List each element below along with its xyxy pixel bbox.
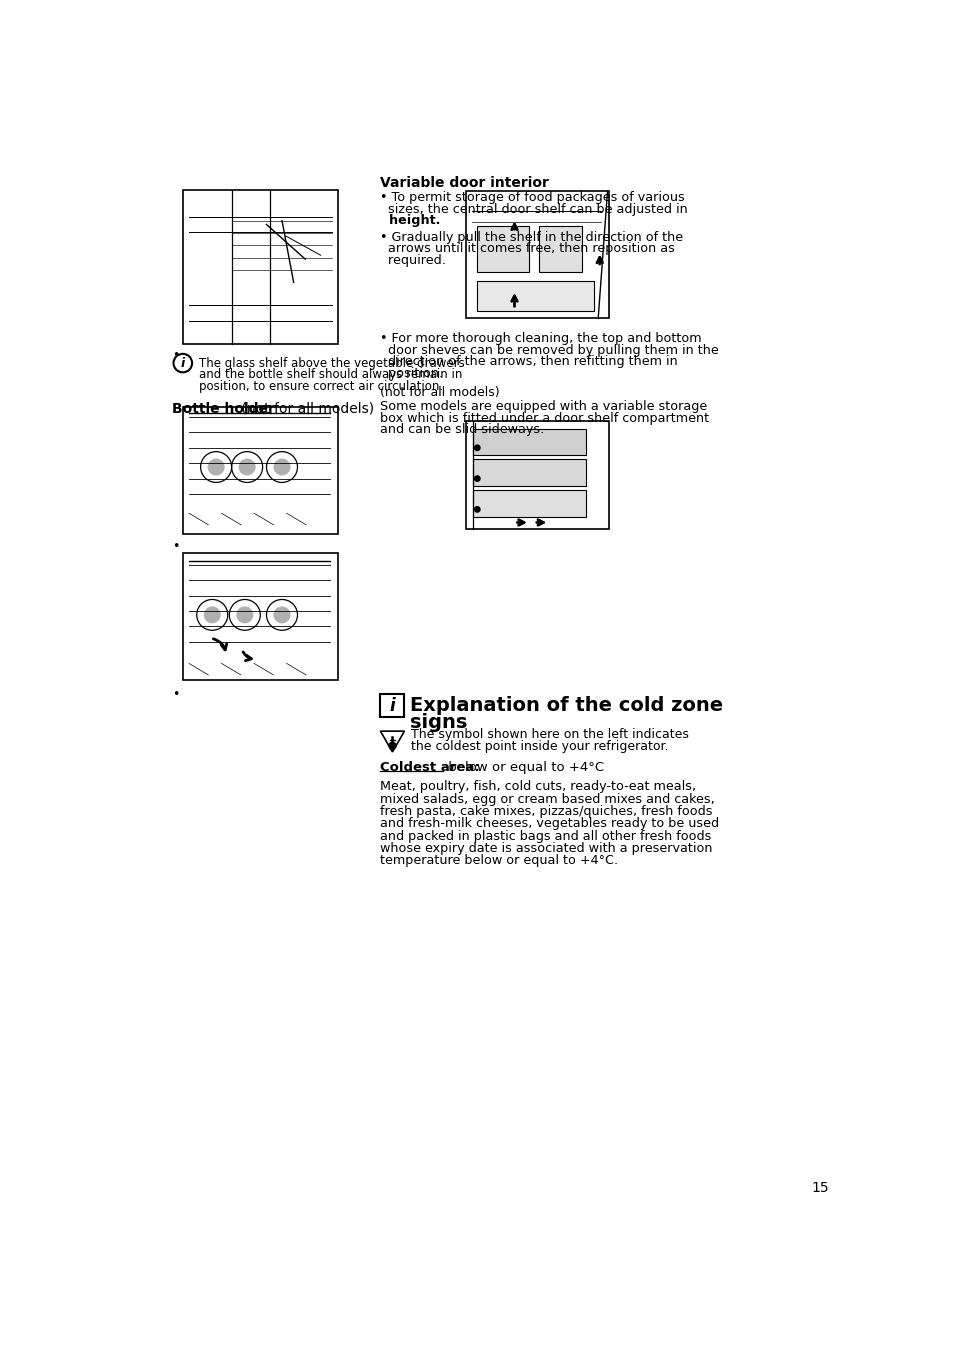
Bar [473, 428, 585, 455]
Text: the coldest point inside your refrigerator.: the coldest point inside your refrigerat… [410, 739, 667, 753]
Text: (not for all models): (not for all models) [380, 386, 499, 399]
Text: mixed salads, egg or cream based mixes and cakes,: mixed salads, egg or cream based mixes a… [380, 793, 715, 805]
Text: • For more thorough cleaning, the top and bottom: • For more thorough cleaning, the top an… [380, 332, 701, 346]
Text: Meat, poultry, fish, cold cuts, ready-to-eat meals,: Meat, poultry, fish, cold cuts, ready-to… [380, 781, 696, 793]
Text: fresh pasta, cake mixes, pizzas/quiches, fresh foods: fresh pasta, cake mixes, pizzas/quiches,… [380, 805, 712, 819]
Text: and packed in plastic bags and all other fresh foods: and packed in plastic bags and all other… [380, 830, 711, 843]
Circle shape [208, 458, 224, 476]
Text: The glass shelf above the vegetable drawers: The glass shelf above the vegetable draw… [199, 357, 464, 370]
Text: Explanation of the cold zone: Explanation of the cold zone [410, 696, 722, 715]
Circle shape [274, 607, 291, 623]
Text: •: • [172, 540, 179, 553]
Text: The symbol shown here on the left indicates: The symbol shown here on the left indica… [410, 728, 688, 742]
Text: i: i [180, 357, 185, 370]
Text: and can be slid sideways.: and can be slid sideways. [380, 423, 544, 436]
Text: and the bottle shelf should always remain in: and the bottle shelf should always remai… [199, 369, 462, 381]
Text: box which is fitted under a door shelf compartment: box which is fitted under a door shelf c… [380, 412, 709, 424]
Bar [538, 226, 581, 273]
Text: • To permit storage of food packages of various: • To permit storage of food packages of … [380, 192, 684, 204]
Bar [476, 226, 529, 273]
Text: whose expiry date is associated with a preservation: whose expiry date is associated with a p… [380, 842, 712, 855]
Text: (not for all models): (not for all models) [236, 401, 374, 416]
Circle shape [238, 458, 255, 476]
Text: •: • [172, 349, 179, 362]
Text: height.: height. [380, 215, 440, 227]
Bar [380, 694, 403, 717]
Text: required.: required. [380, 254, 446, 266]
Text: temperature below or equal to +4°C.: temperature below or equal to +4°C. [380, 854, 618, 867]
Bar [183, 407, 337, 534]
Text: • Gradually pull the shelf in the direction of the: • Gradually pull the shelf in the direct… [380, 231, 683, 243]
Text: Variable door interior: Variable door interior [380, 176, 549, 190]
Text: Bottle holder: Bottle holder [172, 401, 274, 416]
Circle shape [236, 607, 253, 623]
Circle shape [389, 742, 395, 750]
Text: i: i [389, 697, 395, 715]
Text: Some models are equipped with a variable storage: Some models are equipped with a variable… [380, 400, 707, 413]
Text: door sheves can be removed by pulling them in the: door sheves can be removed by pulling th… [380, 345, 719, 357]
Bar [183, 554, 337, 681]
Circle shape [474, 507, 479, 512]
Bar [473, 490, 585, 517]
Bar [465, 192, 608, 319]
Text: and fresh-milk cheeses, vegetables ready to be used: and fresh-milk cheeses, vegetables ready… [380, 817, 719, 831]
Text: position.: position. [380, 367, 443, 380]
Circle shape [274, 458, 291, 476]
Text: below or equal to +4°C: below or equal to +4°C [443, 761, 603, 774]
Text: arrows until it comes free, then reposition as: arrows until it comes free, then reposit… [380, 242, 675, 255]
Circle shape [474, 476, 479, 481]
Bar [183, 190, 337, 345]
Polygon shape [380, 731, 404, 753]
Text: direction of the arrows, then refitting them in: direction of the arrows, then refitting … [380, 355, 678, 369]
Text: position, to ensure correct air circulation.: position, to ensure correct air circulat… [199, 380, 443, 393]
Bar [473, 459, 585, 486]
Text: signs: signs [410, 713, 467, 732]
Bar [465, 422, 608, 528]
Circle shape [474, 444, 479, 450]
Bar [476, 281, 593, 311]
Text: •: • [172, 688, 179, 701]
Text: sizes, the central door shelf can be adjusted in: sizes, the central door shelf can be adj… [380, 203, 687, 216]
Text: 15: 15 [810, 1181, 828, 1194]
Circle shape [204, 607, 220, 623]
Text: Coldest area:: Coldest area: [380, 761, 479, 774]
